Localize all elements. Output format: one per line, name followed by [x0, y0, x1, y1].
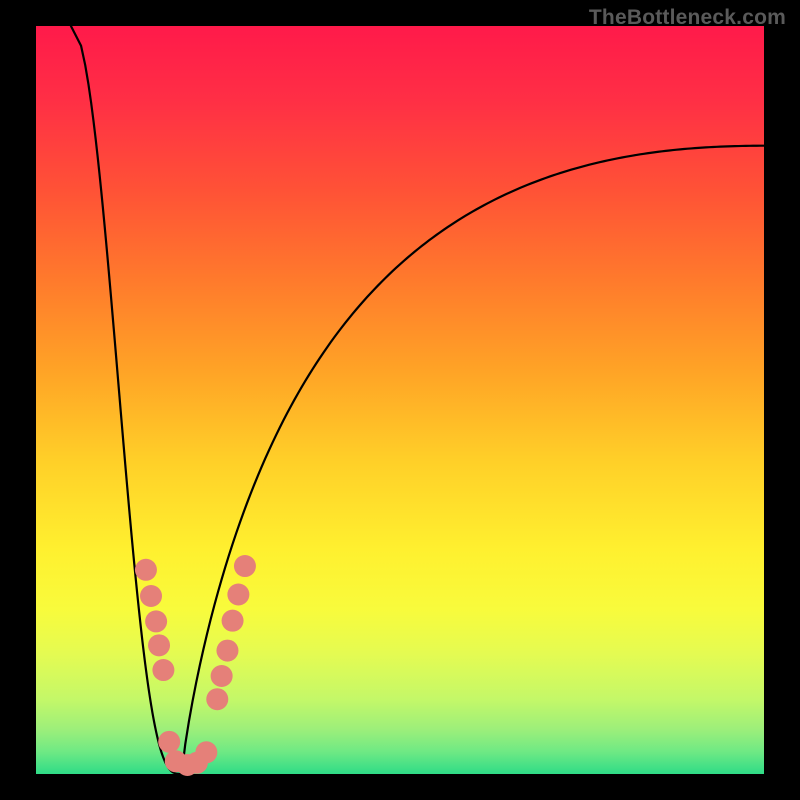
data-marker: [227, 583, 249, 605]
data-marker: [216, 640, 238, 662]
data-marker: [148, 634, 170, 656]
data-marker: [211, 665, 233, 687]
data-marker: [195, 741, 217, 763]
data-marker: [135, 559, 157, 581]
data-marker: [206, 688, 228, 710]
data-marker: [158, 731, 180, 753]
data-marker: [222, 610, 244, 632]
data-marker: [145, 610, 167, 632]
data-marker: [234, 555, 256, 577]
data-marker: [152, 659, 174, 681]
attribution-text: TheBottleneck.com: [589, 6, 786, 30]
chart-canvas: [0, 0, 800, 800]
data-marker: [140, 585, 162, 607]
